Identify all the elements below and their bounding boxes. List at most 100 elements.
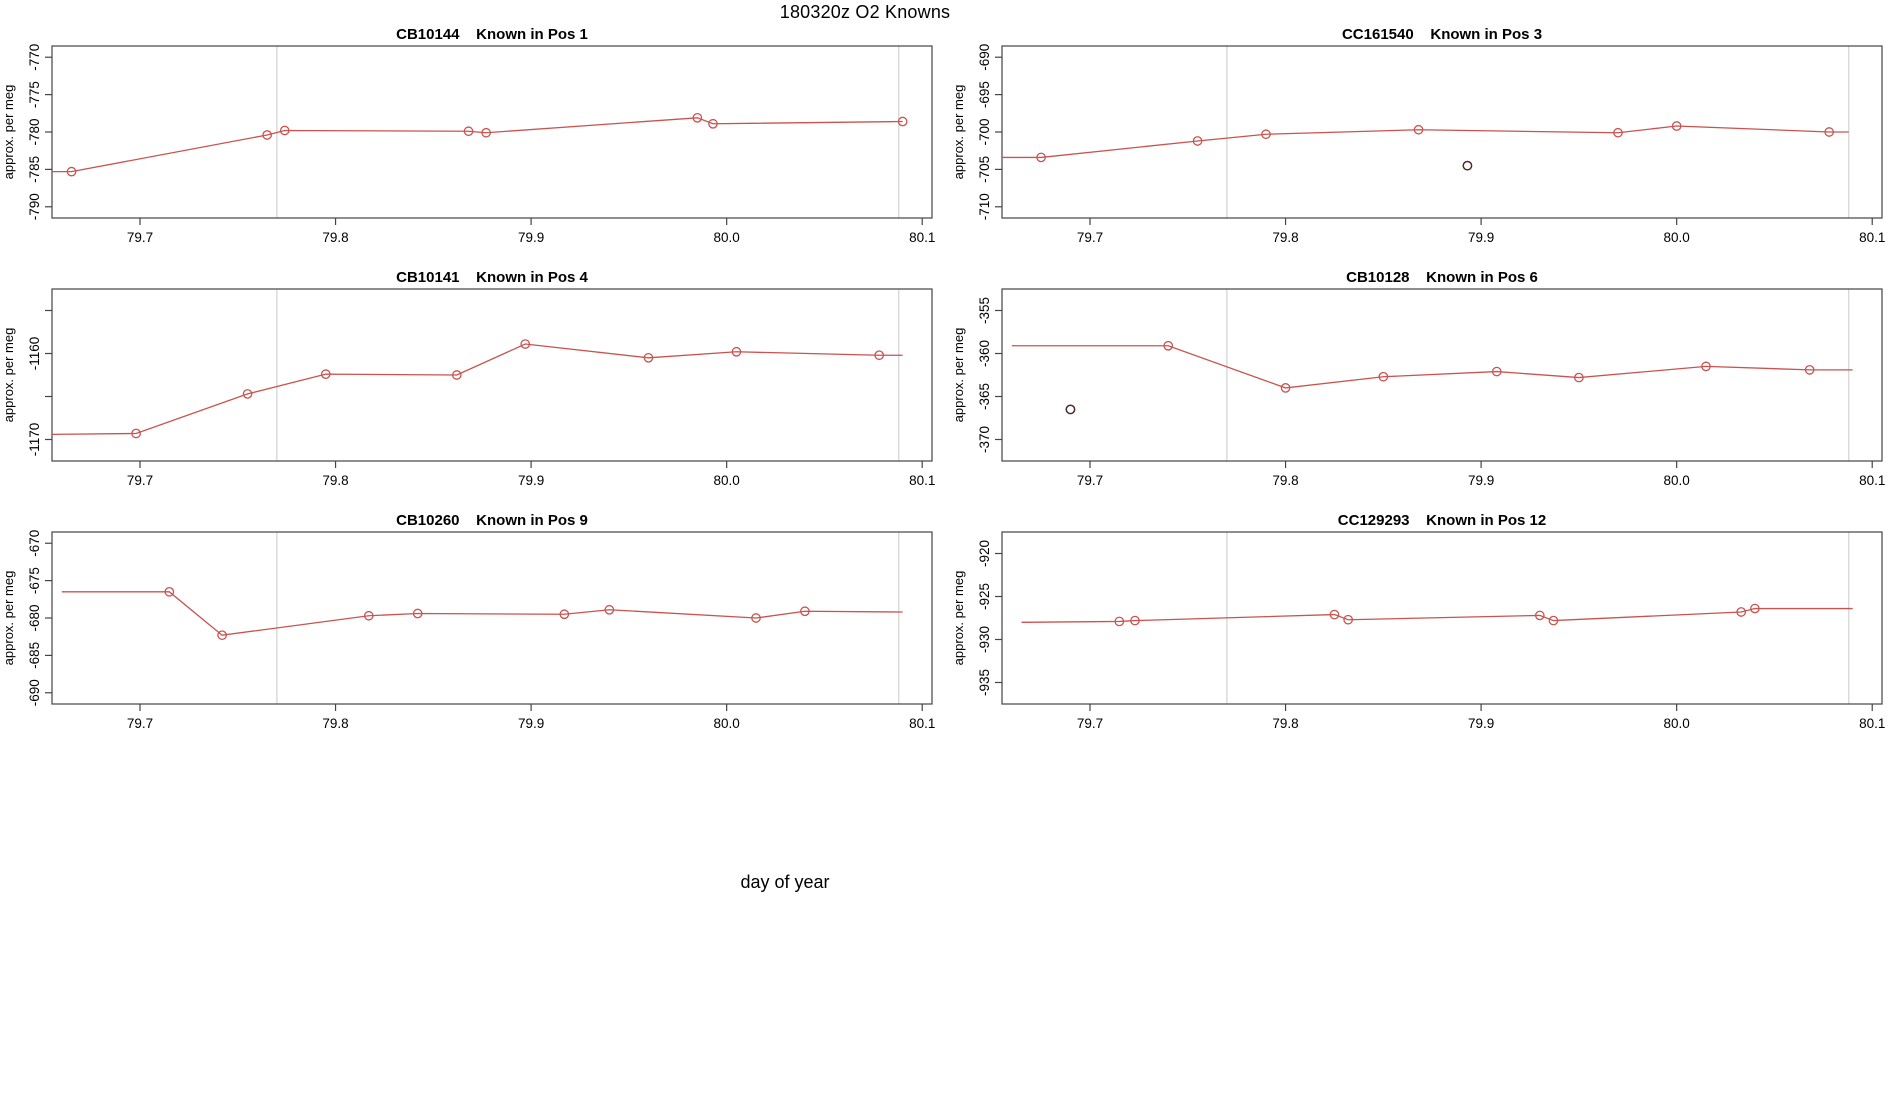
x-tick-label: 79.8 [322,473,348,488]
data-point-marker [1343,614,1353,625]
y-tick-label: -930 [977,626,992,653]
x-tick-label: 80.0 [1664,230,1690,245]
data-line [1011,345,1853,389]
data-point-marker [1574,372,1584,383]
x-axis-label: day of year [740,872,830,892]
x-tick-label: 79.9 [1468,716,1494,731]
y-axis-label: approx. per meg [951,571,966,666]
data-point-marker [164,586,175,597]
data-point-marker [1736,607,1747,617]
reference-vlines [276,46,900,218]
x-tick-label: 79.8 [1272,230,1298,245]
data-point-marker [1750,603,1760,614]
data-point-marker [1701,361,1711,372]
x-tick-label: 80.0 [714,716,740,731]
data-point-marker [412,608,423,619]
panel-title: CB10128 Known in Pos 6 [1346,269,1538,286]
plot-border [51,531,933,705]
data-point-marker [1824,127,1835,137]
x-tick-label: 79.7 [127,230,153,245]
x-tick-label: 80.0 [1664,473,1690,488]
data-point-marker [363,610,374,621]
x-tick-label: 79.7 [127,716,153,731]
y-tick-label: -920 [977,540,992,567]
data-point-marker [731,346,742,357]
axes: 79.7 79.8 79.9 80.0 80.1 -935 -930 -925 -920 [977,540,1885,731]
y-tick-label: -785 [27,156,42,183]
panel-title: CC129293 Known in Pos 12 [1338,512,1546,529]
panel-title: CB10260 Known in Pos 9 [396,512,588,529]
panel-title: CC161540 Known in Pos 3 [1342,26,1542,43]
data-line [1002,125,1849,159]
panel-CB10260: 79.7 79.8 79.9 80.0 80.1 -690 -685 -680 -675 -670… [0,512,950,755]
x-tick-label: 80.0 [714,230,740,245]
data-point-marker [874,350,885,361]
axes: 79.7 79.8 79.9 80.0 80.1 -690 -685 -680 -675 -670 [27,530,935,731]
y-axis-label: approx. per meg [1,85,16,180]
chart-CC129293: 79.7 79.8 79.9 80.0 80.1 -935 -930 -925 -920 appr… [951,512,1885,731]
y-tick-label: -355 [977,297,992,324]
y-axis-label: approx. per meg [951,328,966,423]
panel-CC129293: 79.7 79.8 79.9 80.0 80.1 -935 -930 -925 -920 appr… [950,512,1900,755]
reference-vlines [276,289,900,461]
data-point-marker [481,127,491,138]
data-point-marker [751,613,761,623]
x-tick-label: 80.1 [1859,230,1885,245]
y-tick-label: -1170 [27,423,42,457]
x-tick-label: 79.8 [1272,716,1298,731]
panel-title: CB10144 Known in Pos 1 [396,26,588,43]
panel-CB10128: 79.7 79.8 79.9 80.0 80.1 -370 -365 -360 -355 appr… [950,269,1900,512]
data-point-marker [1804,364,1815,375]
y-tick-label: -925 [977,583,992,610]
axes: 79.7 79.8 79.9 80.0 80.1 -370 -365 -360 -355 [977,297,1885,488]
data-point-marker [1548,615,1559,626]
data-point-marker [1163,340,1174,351]
y-tick-label: -710 [977,193,992,220]
x-tick-label: 79.7 [1077,716,1103,731]
y-tick-label: -690 [977,44,992,71]
data-point-marker [1261,129,1271,140]
panel-CB10141: 79.7 79.8 79.9 80.0 80.1 -1170 -1160 approx. pe… [0,269,950,512]
x-tick-label: 80.1 [909,716,935,731]
x-tick-label: 79.9 [518,230,544,245]
data-point-marker [1534,610,1545,621]
data-line [51,343,903,435]
data-point-marker [897,116,908,127]
page-title: 180320z O2 Knowns [779,2,951,22]
data-point-marker [279,125,290,136]
data-point-marker [1192,136,1203,146]
data-point-marker [1378,371,1389,382]
plot-border [1001,531,1883,705]
reference-vlines [276,532,900,704]
y-tick-label: -1160 [27,337,42,371]
y-tick-label: -675 [27,567,42,594]
y-tick-label: -790 [27,193,42,220]
plots-grid: 79.7 79.8 79.9 80.0 80.1 -790 -785 -780 -775 -770… [0,26,1900,755]
panel-CC161540: 79.7 79.8 79.9 80.0 80.1 -710 -705 -700 -695 -690… [950,26,1900,269]
outlier-point [1462,160,1473,171]
data-point-marker [1036,152,1046,163]
reference-vlines [1226,289,1850,461]
y-tick-label: -680 [27,604,42,631]
data-point-marker [1613,127,1623,138]
x-tick-label: 79.7 [1077,230,1103,245]
y-axis-label: approx. per meg [951,85,966,180]
x-tick-label: 79.9 [1468,230,1494,245]
data-point-marker [463,126,474,137]
x-tick-label: 79.9 [518,473,544,488]
data-point-marker [262,130,272,140]
x-tick-label: 79.9 [518,716,544,731]
y-axis-label: approx. per meg [1,328,16,423]
data-line [52,117,903,173]
reference-vlines [1226,46,1850,218]
chart-CB10144: 79.7 79.8 79.9 80.0 80.1 -790 -785 -780 -775 -770… [1,26,935,245]
y-tick-label: -935 [977,669,992,696]
data-point-marker [66,166,77,177]
data-line [1021,607,1853,623]
data-point-marker [800,606,810,617]
data-point-marker [1130,615,1140,626]
data-point-markers [1114,603,1760,627]
x-tick-label: 80.1 [1859,473,1885,488]
y-tick-label: -670 [27,530,42,557]
